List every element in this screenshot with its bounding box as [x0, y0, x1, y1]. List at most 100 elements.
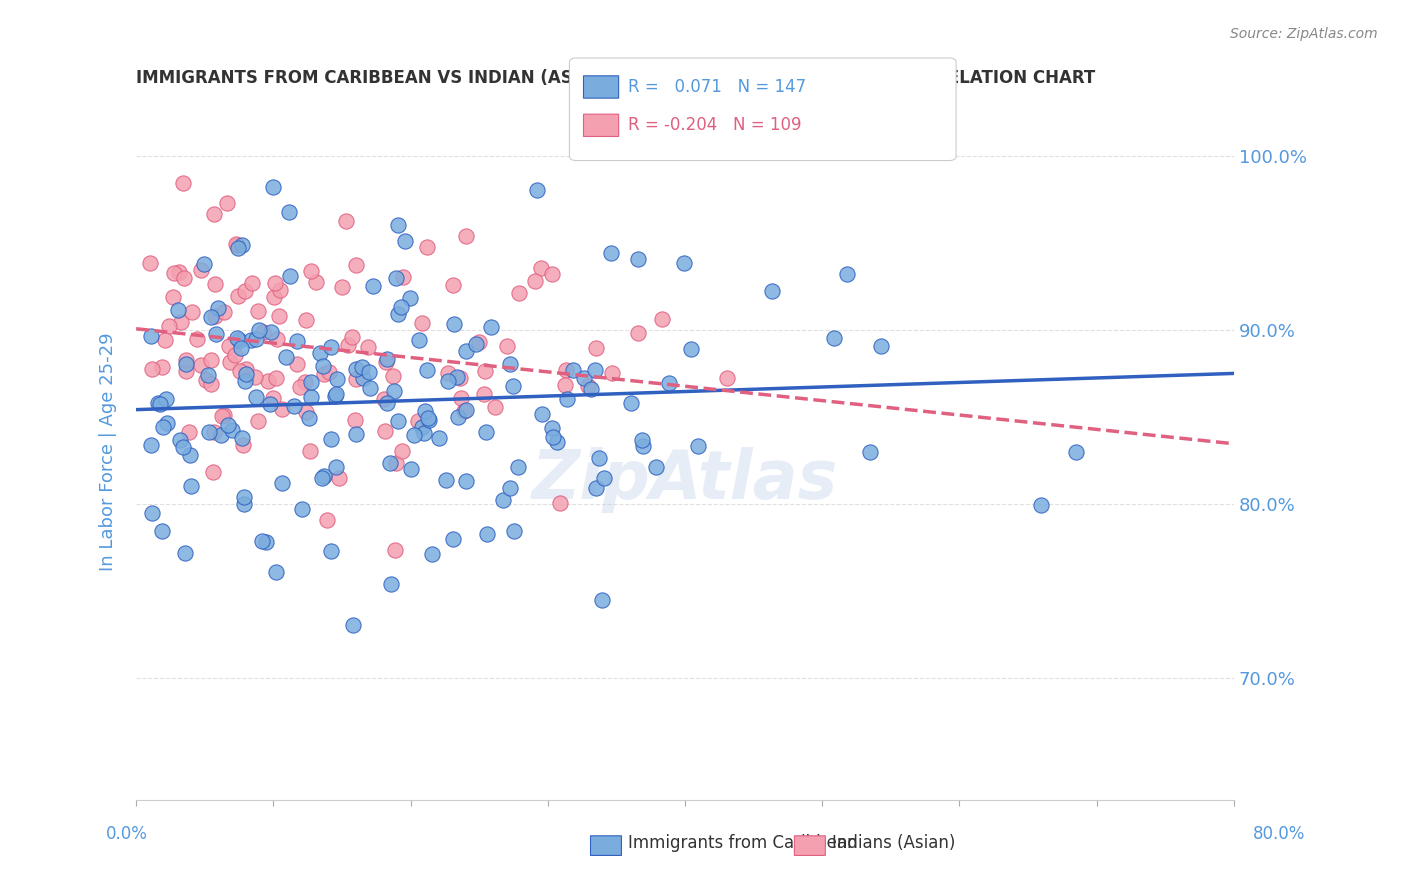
- Point: [325, 372, 347, 386]
- Point: [190, 358, 212, 372]
- Point: [357, 365, 380, 379]
- Point: [141, 506, 163, 520]
- Point: [301, 264, 323, 278]
- Point: [172, 440, 194, 454]
- Point: [232, 490, 254, 504]
- Point: [318, 365, 340, 379]
- Point: [411, 316, 433, 330]
- Point: [402, 428, 425, 442]
- Point: [264, 565, 287, 579]
- Y-axis label: In Labor Force | Age 25-29: In Labor Force | Age 25-29: [100, 333, 117, 571]
- Point: [323, 389, 346, 403]
- Point: [385, 271, 408, 285]
- Text: Indians (Asian): Indians (Asian): [832, 834, 956, 852]
- Point: [204, 309, 226, 323]
- Point: [761, 284, 783, 298]
- Point: [576, 379, 599, 393]
- Point: [267, 309, 290, 323]
- Point: [630, 433, 652, 447]
- Point: [454, 474, 477, 488]
- Point: [441, 277, 464, 292]
- Point: [454, 229, 477, 244]
- Point: [585, 341, 607, 355]
- Point: [233, 497, 256, 511]
- Point: [325, 387, 347, 401]
- Point: [262, 179, 284, 194]
- Point: [139, 256, 162, 270]
- Point: [207, 301, 229, 315]
- Point: [391, 444, 413, 458]
- Point: [202, 466, 225, 480]
- Point: [387, 307, 409, 321]
- Point: [870, 339, 893, 353]
- Text: IMMIGRANTS FROM CARIBBEAN VS INDIAN (ASIAN) IN LABOR FORCE | AGE 25-29 CORRELATI: IMMIGRANTS FROM CARIBBEAN VS INDIAN (ASI…: [136, 69, 1095, 87]
- Point: [204, 277, 226, 291]
- Point: [373, 392, 395, 407]
- Point: [152, 420, 174, 434]
- Point: [418, 413, 440, 427]
- Point: [499, 357, 522, 371]
- Point: [173, 270, 195, 285]
- Point: [312, 359, 335, 373]
- Point: [530, 261, 553, 276]
- Point: [173, 546, 195, 560]
- Point: [266, 332, 288, 346]
- Point: [319, 340, 342, 354]
- Point: [169, 433, 191, 447]
- Point: [299, 390, 322, 404]
- Point: [620, 395, 643, 409]
- Point: [200, 310, 222, 324]
- Point: [250, 534, 273, 549]
- Point: [375, 396, 398, 410]
- Point: [224, 348, 246, 362]
- Point: [319, 544, 342, 558]
- Point: [226, 331, 249, 345]
- Point: [231, 238, 253, 252]
- Point: [600, 366, 623, 380]
- Point: [859, 445, 882, 459]
- Point: [384, 542, 406, 557]
- Point: [259, 397, 281, 411]
- Point: [499, 481, 522, 495]
- Point: [209, 428, 232, 442]
- Point: [434, 473, 457, 487]
- Point: [449, 371, 471, 385]
- Point: [627, 252, 650, 266]
- Point: [651, 311, 673, 326]
- Point: [200, 353, 222, 368]
- Point: [202, 207, 225, 221]
- Point: [453, 404, 475, 418]
- Point: [437, 374, 460, 388]
- Point: [245, 391, 267, 405]
- Point: [385, 456, 408, 470]
- Point: [330, 280, 353, 294]
- Point: [228, 333, 250, 347]
- Point: [530, 407, 553, 421]
- Point: [416, 240, 439, 254]
- Point: [283, 399, 305, 413]
- Point: [285, 334, 308, 348]
- Point: [446, 370, 468, 384]
- Point: [212, 409, 235, 423]
- Point: [215, 195, 238, 210]
- Point: [197, 368, 219, 383]
- Point: [548, 496, 571, 510]
- Point: [443, 317, 465, 331]
- Point: [233, 375, 256, 389]
- Point: [252, 325, 274, 339]
- Point: [823, 331, 845, 345]
- Point: [316, 513, 339, 527]
- Point: [231, 341, 253, 355]
- Point: [688, 439, 710, 453]
- Point: [291, 502, 314, 516]
- Point: [274, 351, 297, 365]
- Point: [226, 289, 249, 303]
- Point: [585, 481, 607, 495]
- Point: [278, 204, 301, 219]
- Point: [344, 372, 367, 386]
- Point: [312, 469, 335, 483]
- Point: [217, 417, 239, 432]
- Point: [627, 326, 650, 340]
- Point: [526, 183, 548, 197]
- Point: [524, 274, 547, 288]
